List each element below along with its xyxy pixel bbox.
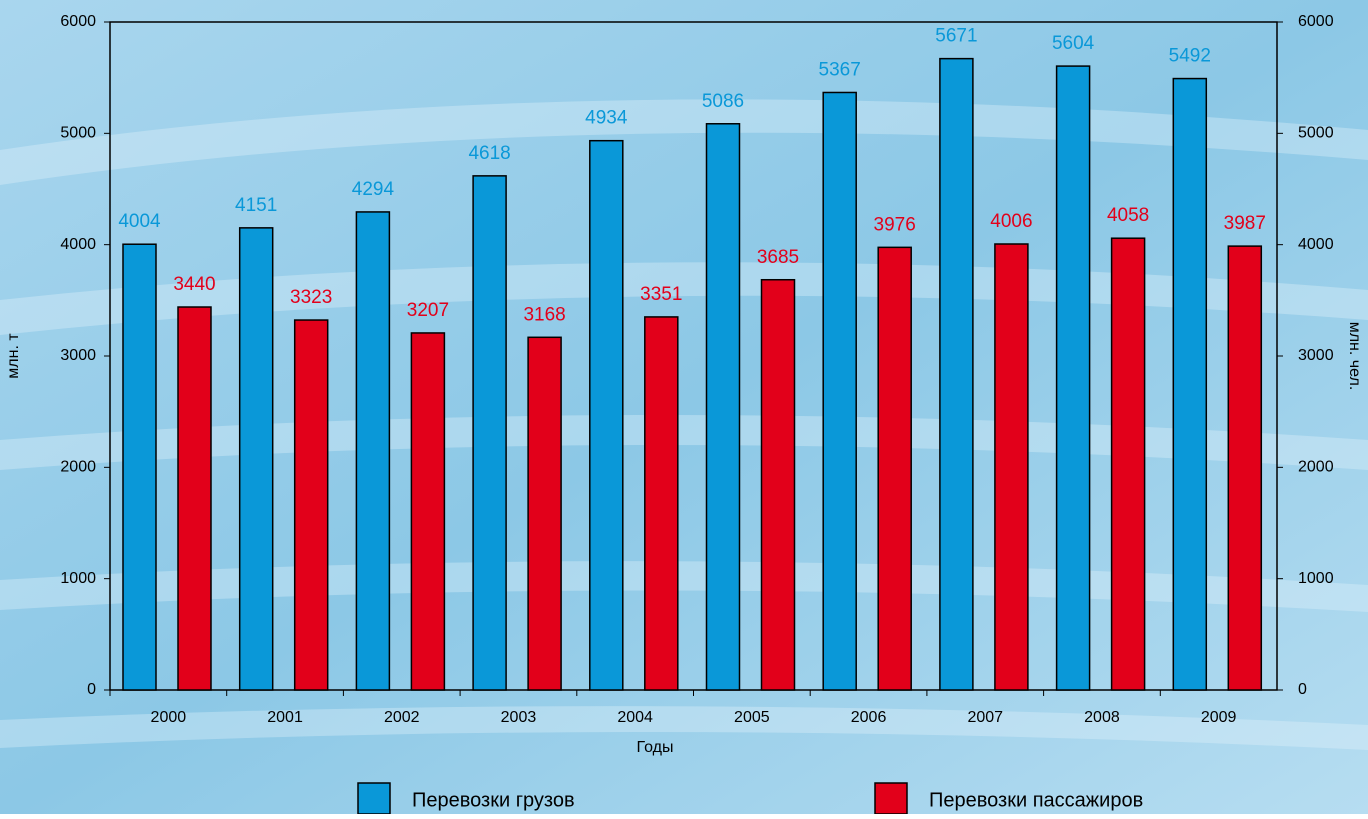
chart: млн. т млн. чел. Годы 0 1000 2000 3000 4000 5…: [0, 0, 1368, 814]
bar: [411, 333, 444, 690]
legend-swatch: [875, 783, 907, 814]
y2-tick-label: 1000: [1298, 570, 1334, 587]
y2-tick-label: 5000: [1298, 125, 1334, 142]
x-tick-label: 2009: [1201, 709, 1237, 726]
y-tick-label: 3000: [60, 347, 96, 364]
bar: [356, 212, 389, 690]
data-label: 3168: [523, 304, 565, 325]
y2-tick-label: 6000: [1298, 13, 1334, 30]
y-tick-label: 6000: [60, 13, 96, 30]
y2-tick-label: 2000: [1298, 459, 1334, 476]
data-label: 3440: [173, 274, 215, 295]
data-label: 3207: [407, 300, 449, 321]
bar: [995, 244, 1028, 690]
y-axis-label: млн. т: [5, 333, 22, 379]
y-tick-label: 5000: [60, 125, 96, 142]
data-label: 5604: [1052, 33, 1095, 54]
data-label: 3987: [1224, 213, 1266, 234]
data-label: 5492: [1169, 46, 1211, 67]
data-label: 4058: [1107, 205, 1149, 226]
bar: [1057, 66, 1090, 690]
bar: [123, 244, 156, 690]
legend-label: Перевозки грузов: [412, 789, 575, 811]
x-tick-label: 2003: [501, 709, 537, 726]
y2-tick-label: 3000: [1298, 347, 1334, 364]
bar: [240, 228, 273, 690]
y-tick-label: 0: [87, 681, 96, 698]
y-tick-label: 2000: [60, 459, 96, 476]
data-label: 3976: [874, 214, 916, 235]
x-axis-label: Годы: [637, 739, 674, 756]
data-label: 3685: [757, 247, 799, 268]
legend-label: Перевозки пассажиров: [929, 789, 1143, 811]
data-label: 4151: [235, 195, 277, 216]
bar: [1173, 79, 1206, 690]
x-tick-label: 2007: [967, 709, 1003, 726]
bar: [473, 176, 506, 690]
x-tick-label: 2001: [267, 709, 303, 726]
data-label: 4004: [118, 211, 161, 232]
data-label: 5086: [702, 91, 744, 112]
x-tick-label: 2000: [151, 709, 187, 726]
y-tick-label: 1000: [60, 570, 96, 587]
bar: [823, 92, 856, 690]
legend-swatch: [358, 783, 390, 814]
bar: [762, 280, 795, 690]
bar: [645, 317, 678, 690]
x-tick-label: 2005: [734, 709, 770, 726]
bar: [1228, 246, 1261, 690]
x-tick-label: 2008: [1084, 709, 1120, 726]
bar: [295, 320, 328, 690]
data-label: 3351: [640, 284, 682, 305]
y-tick-label: 4000: [60, 236, 96, 253]
data-label: 5671: [935, 26, 977, 47]
bar: [707, 124, 740, 690]
x-tick-label: 2002: [384, 709, 420, 726]
y2-tick-label: 4000: [1298, 236, 1334, 253]
data-label: 4934: [585, 108, 628, 129]
bar: [528, 337, 561, 690]
data-label: 5367: [819, 59, 861, 80]
data-label: 4294: [352, 179, 395, 200]
data-label: 3323: [290, 287, 332, 308]
x-tick-label: 2006: [851, 709, 887, 726]
page: млн. т млн. чел. Годы 0 1000 2000 3000 4000 5…: [0, 0, 1368, 814]
bar: [178, 307, 211, 690]
bar: [590, 141, 623, 690]
bar: [1112, 238, 1145, 690]
bar: [878, 247, 911, 690]
data-label: 4618: [468, 143, 510, 164]
x-tick-label: 2004: [617, 709, 653, 726]
y2-tick-label: 0: [1298, 681, 1307, 698]
y2-axis-label: млн. чел.: [1346, 322, 1363, 391]
data-label: 4006: [990, 211, 1032, 232]
bar: [940, 59, 973, 690]
